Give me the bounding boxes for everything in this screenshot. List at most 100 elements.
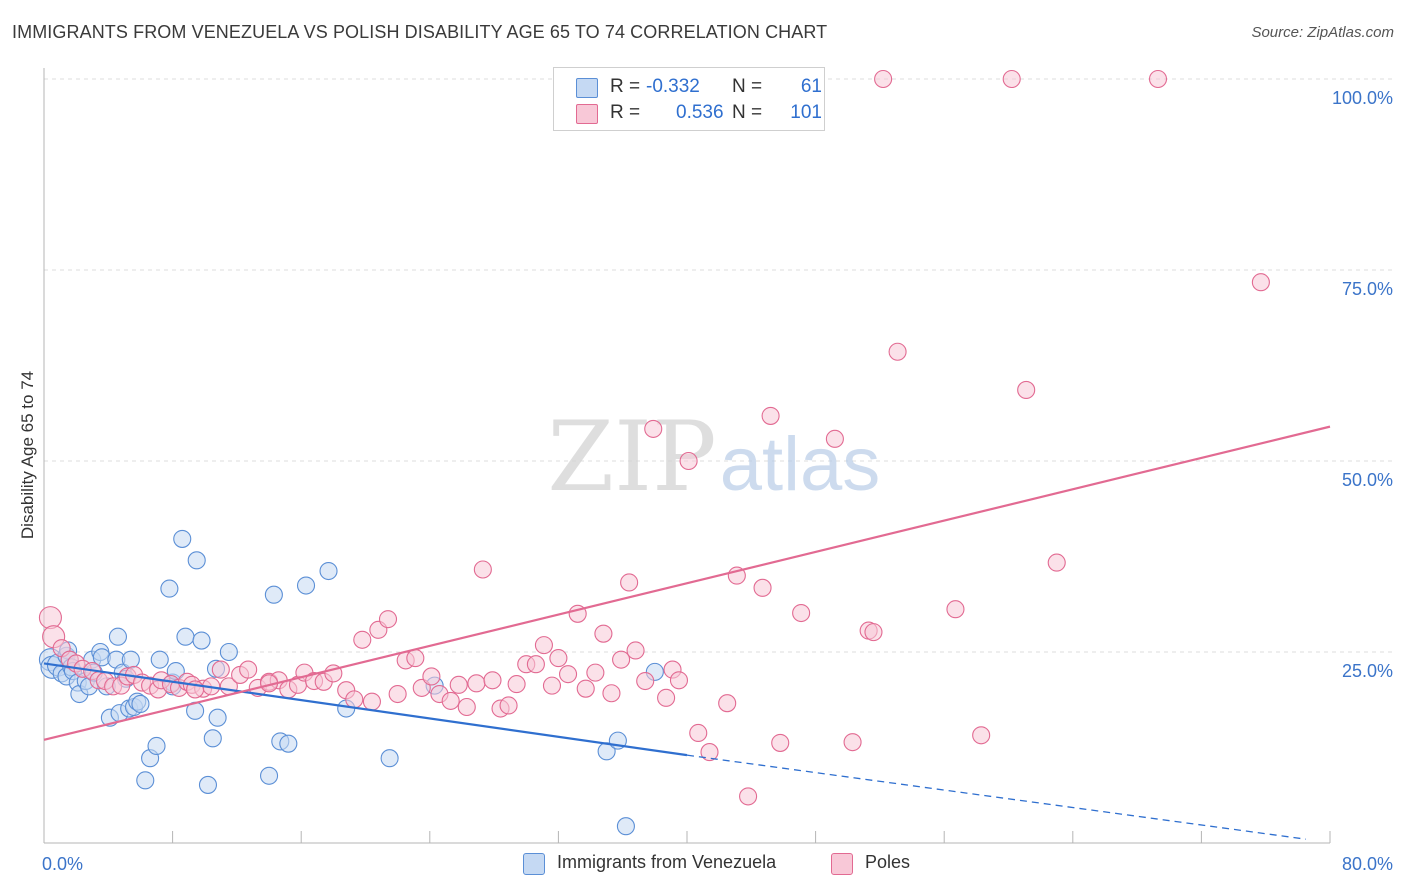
data-point: [211, 660, 230, 679]
data-point: [441, 691, 460, 710]
y-tick-label: 50.0%: [1342, 470, 1393, 490]
data-point: [753, 578, 772, 597]
data-point: [558, 665, 578, 684]
y-tick-label: 25.0%: [1342, 661, 1393, 681]
data-point: [296, 576, 316, 595]
tick-labels: 25.0% 50.0% 75.0% 100.0% 0.0% 80.0%: [42, 88, 1393, 874]
data-point: [457, 697, 476, 717]
data-point: [689, 723, 708, 743]
data-point: [526, 655, 545, 674]
data-point: [972, 726, 991, 745]
r-value-poles: 0.536: [676, 102, 724, 123]
data-point: [669, 671, 689, 690]
data-point: [771, 733, 790, 752]
data-point: [208, 708, 227, 727]
trend-line-1: [43, 425, 1331, 741]
data-point: [160, 579, 179, 598]
data-point: [534, 636, 553, 655]
data-point: [679, 451, 698, 471]
trend-lines: [43, 425, 1331, 840]
data-point: [473, 560, 492, 579]
data-point: [946, 600, 965, 619]
data-point: [761, 406, 780, 425]
x-tick-label: 0.0%: [42, 854, 83, 874]
data-point: [825, 429, 844, 448]
data-point: [198, 775, 218, 794]
data-point: [345, 690, 364, 709]
data-point: [131, 694, 150, 714]
data-point: [616, 817, 635, 836]
data-point: [843, 733, 862, 752]
data-point: [38, 606, 62, 630]
data-point: [576, 679, 595, 698]
data-point: [620, 573, 639, 592]
data-point: [239, 660, 258, 679]
data-point: [319, 561, 338, 581]
data-point: [150, 650, 169, 669]
n-label: N =: [732, 76, 763, 97]
gridlines: [44, 78, 1392, 653]
watermark: ZIP atlas: [547, 401, 880, 513]
data-point: [203, 729, 222, 748]
data-point: [864, 623, 883, 642]
data-point: [147, 736, 166, 756]
data-point: [626, 641, 645, 660]
series-1-points: [38, 69, 1270, 806]
data-point: [279, 734, 298, 753]
n-value-poles: 101: [790, 102, 822, 123]
venezuela-legend-swatch: [523, 853, 545, 875]
data-point: [542, 676, 562, 695]
data-point: [612, 650, 631, 669]
series-legend: Immigrants from Venezuela Poles: [0, 852, 1406, 876]
data-point: [388, 684, 407, 704]
data-point: [549, 649, 568, 668]
data-point: [173, 529, 192, 548]
data-point: [594, 624, 613, 643]
scatter-points: [38, 69, 1270, 836]
data-point: [136, 771, 155, 790]
data-point: [1251, 273, 1270, 292]
data-point: [353, 630, 372, 649]
data-point: [1017, 380, 1036, 399]
r-label: R =: [610, 76, 641, 97]
trend-line-extension-0: [686, 754, 1306, 840]
axes: [43, 68, 1331, 844]
legend-label-venezuela: Immigrants from Venezuela: [557, 852, 777, 872]
poles-swatch: [576, 104, 598, 124]
data-point: [378, 610, 398, 629]
data-point: [636, 671, 655, 691]
data-point: [888, 342, 907, 361]
venezuela-swatch: [576, 78, 598, 98]
r-label: R =: [610, 102, 641, 123]
data-point: [192, 631, 211, 650]
y-axis-title: Disability Age 65 to 74: [18, 370, 37, 540]
data-point: [121, 650, 140, 669]
data-point: [483, 671, 502, 690]
data-point: [586, 663, 605, 682]
data-point: [644, 419, 663, 438]
data-point: [1047, 553, 1066, 572]
y-tick-label: 75.0%: [1342, 279, 1393, 299]
data-point: [507, 675, 526, 694]
data-point: [718, 694, 737, 713]
data-point: [259, 766, 279, 785]
data-point: [406, 649, 425, 668]
data-point: [380, 749, 399, 768]
data-point: [657, 688, 676, 707]
data-point: [449, 675, 468, 694]
data-point: [108, 627, 127, 646]
r-value-venezuela: -0.332: [646, 76, 700, 97]
poles-legend-swatch: [831, 853, 853, 875]
data-point: [1148, 69, 1168, 89]
y-tick-label: 100.0%: [1332, 88, 1393, 108]
data-point: [792, 603, 811, 623]
data-point: [874, 69, 893, 89]
data-point: [187, 551, 206, 570]
data-point: [176, 627, 195, 646]
stats-legend: R = -0.332 N = 61 R = 0.536 N = 101: [553, 67, 825, 131]
legend-label-poles: Poles: [865, 852, 911, 872]
data-point: [362, 692, 381, 711]
data-point: [422, 667, 441, 686]
data-point: [264, 585, 283, 604]
